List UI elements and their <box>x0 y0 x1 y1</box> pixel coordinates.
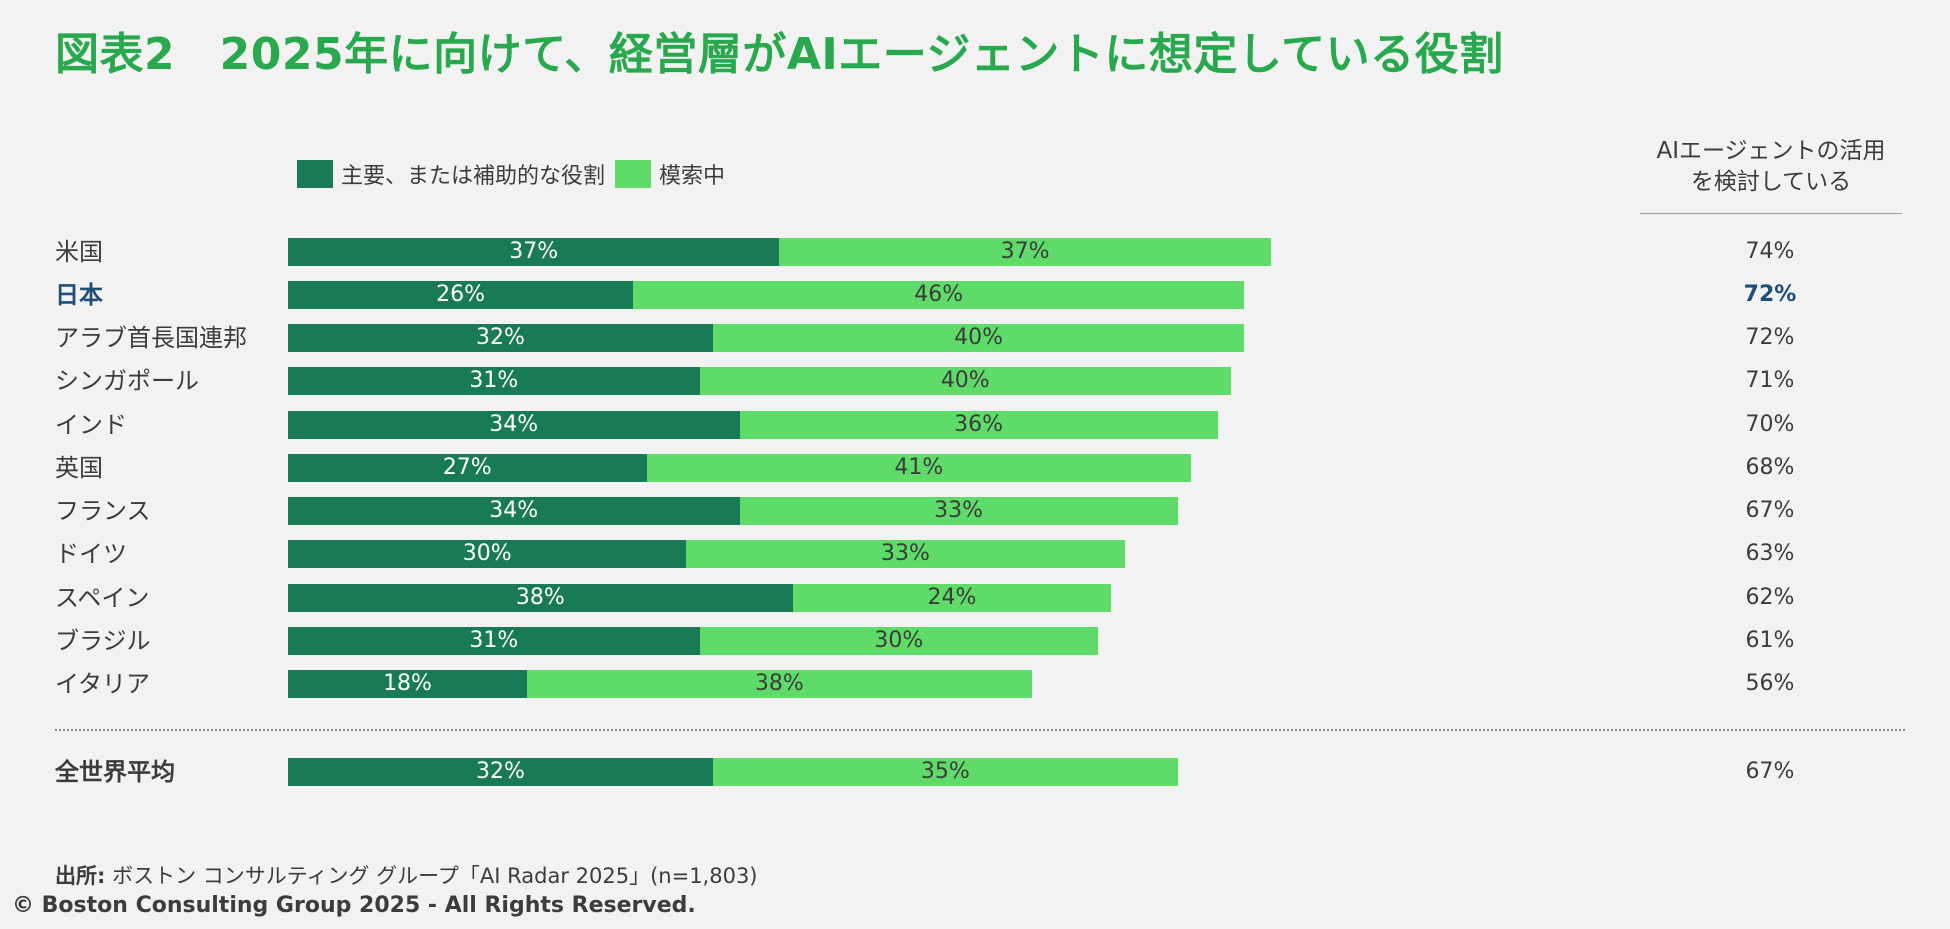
totals-header-line1: AIエージェントの活用 <box>1656 138 1886 164</box>
chart-legend: 主要、または補助的な役割 模索中 <box>297 158 735 190</box>
total-value: 72% <box>1745 325 1795 350</box>
source-prefix: 出所: <box>55 864 106 888</box>
bar-segment-explore: 46% <box>633 281 1245 309</box>
bar-segment-explore: 33% <box>739 497 1178 525</box>
legend-label-primary: 主要、または補助的な役割 <box>341 164 606 189</box>
bar-segment-explore: 37% <box>779 238 1271 266</box>
category-label: ドイツ <box>55 540 127 568</box>
legend-item-primary: 主要、または補助的な役割 <box>297 158 605 190</box>
bar-segment-primary: 30% <box>288 540 687 568</box>
bar-segment-primary: 32% <box>288 758 713 786</box>
bar-segment-explore: 30% <box>699 627 1099 655</box>
bar-segment-explore: 33% <box>686 540 1125 568</box>
bar-segment-primary: 31% <box>288 627 700 655</box>
source-text: ボストン コンサルティング グループ「AI Radar 2025」(n=1,80… <box>105 864 758 888</box>
category-label: アラブ首長国連邦 <box>55 324 247 352</box>
category-label: 米国 <box>55 238 103 266</box>
bar-segment-primary: 38% <box>288 584 793 612</box>
category-label: ブラジル <box>55 627 151 655</box>
total-value: 71% <box>1745 368 1795 393</box>
bar-segment-primary: 34% <box>288 411 740 439</box>
total-value: 72% <box>1743 282 1797 307</box>
bar-segment-explore: 36% <box>739 411 1218 439</box>
total-value: 68% <box>1745 455 1795 480</box>
bar-segment-primary: 32% <box>288 324 713 352</box>
chart-row: ブラジル 31% 30% 61% <box>0 626 1950 656</box>
chart-row: スペイン 38% 24% 62% <box>0 583 1950 613</box>
bar-segment-primary: 26% <box>288 281 634 309</box>
legend-swatch-explore <box>615 160 652 188</box>
bar-segment-primary: 34% <box>288 497 740 525</box>
legend-item-explore: 模索中 <box>615 158 725 190</box>
source-note: 出所: ボストン コンサルティング グループ「AI Radar 2025」(n=… <box>55 860 758 890</box>
chart-row: 米国 37% 37% 74% <box>0 237 1950 267</box>
chart-row: 日本 26% 46% 72% <box>0 280 1950 310</box>
chart-row: フランス 34% 33% 67% <box>0 496 1950 526</box>
total-value: 56% <box>1745 671 1795 696</box>
totals-header-rule <box>1640 213 1902 214</box>
total-value: 67% <box>1745 759 1795 784</box>
chart-row: 英国 27% 41% 68% <box>0 453 1950 483</box>
chart-row: シンガポール 31% 40% 71% <box>0 366 1950 396</box>
category-label: シンガポール <box>55 367 199 395</box>
totals-header-line2: を検討している <box>1690 169 1852 195</box>
total-value: 61% <box>1745 628 1795 653</box>
bar-segment-explore: 35% <box>712 758 1178 786</box>
bar-segment-explore: 41% <box>646 454 1192 482</box>
total-value: 74% <box>1745 239 1795 264</box>
category-label: 英国 <box>55 454 103 482</box>
chart-row: アラブ首長国連邦 32% 40% 72% <box>0 323 1950 353</box>
category-label: イタリア <box>55 670 151 698</box>
chart-title: 図表2 2025年に向けて、経営層がAIエージェントに想定している役割 <box>55 29 1504 80</box>
totals-column-header: AIエージェントの活用 を検討している <box>1640 136 1902 198</box>
bar-segment-explore: 24% <box>792 584 1112 612</box>
total-value: 70% <box>1745 412 1795 437</box>
chart-row: 全世界平均 32% 35% 67% <box>0 757 1950 787</box>
category-label: インド <box>55 411 127 439</box>
bar-segment-primary: 37% <box>288 238 780 266</box>
category-label: 日本 <box>55 281 103 309</box>
chart-row: ドイツ 30% 33% 63% <box>0 539 1950 569</box>
bar-segment-explore: 40% <box>712 324 1245 352</box>
legend-swatch-primary <box>297 160 333 188</box>
average-divider <box>55 729 1905 731</box>
chart-row: インド 34% 36% 70% <box>0 410 1950 440</box>
category-label: スペイン <box>55 584 150 612</box>
bar-segment-explore: 40% <box>699 367 1231 395</box>
bar-segment-primary: 27% <box>288 454 647 482</box>
total-value: 62% <box>1745 585 1795 610</box>
bar-segment-explore: 38% <box>527 670 1032 698</box>
category-label: 全世界平均 <box>55 758 175 786</box>
copyright: © Boston Consulting Group 2025 - All Rig… <box>12 893 696 918</box>
bar-segment-primary: 31% <box>288 367 700 395</box>
total-value: 67% <box>1745 498 1795 523</box>
bar-segment-primary: 18% <box>288 670 528 698</box>
category-label: フランス <box>55 497 151 525</box>
chart-row: イタリア 18% 38% 56% <box>0 669 1950 699</box>
legend-label-explore: 模索中 <box>659 164 726 189</box>
total-value: 63% <box>1745 541 1795 566</box>
